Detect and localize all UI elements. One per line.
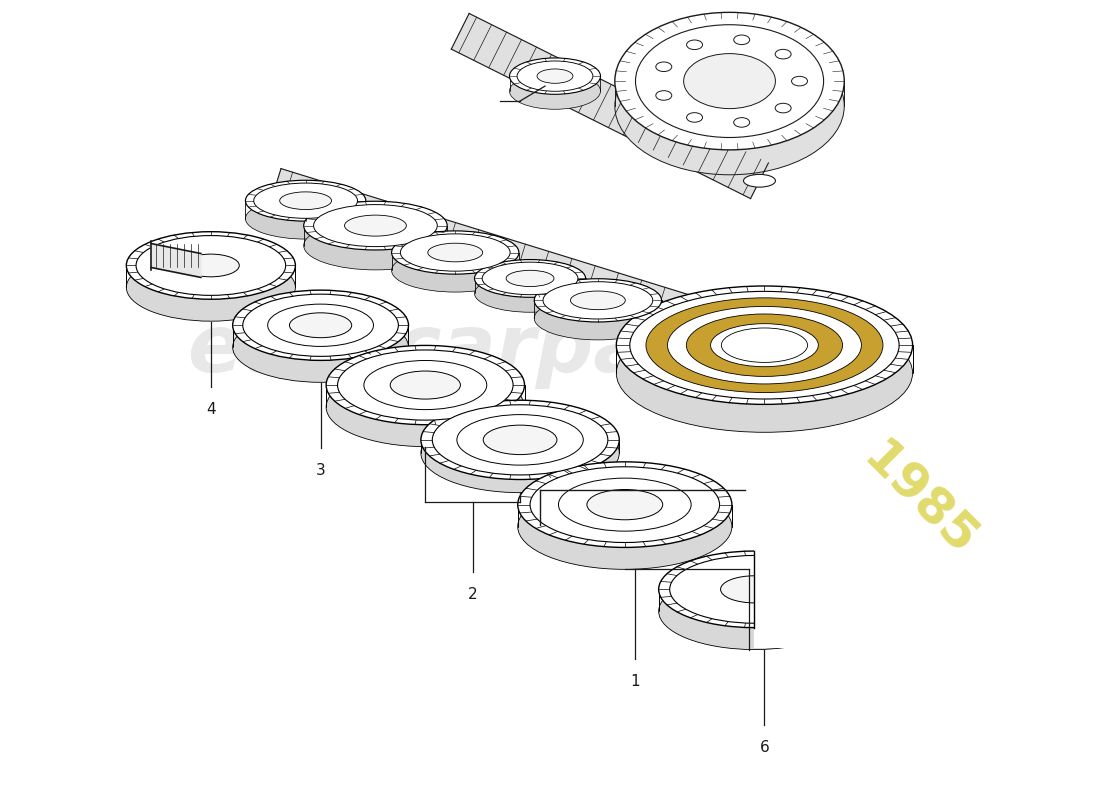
Ellipse shape xyxy=(686,40,703,50)
Polygon shape xyxy=(271,169,700,333)
Ellipse shape xyxy=(509,73,601,110)
Ellipse shape xyxy=(421,400,619,479)
Ellipse shape xyxy=(684,54,776,109)
Ellipse shape xyxy=(722,328,807,362)
Ellipse shape xyxy=(506,270,554,286)
Ellipse shape xyxy=(535,278,661,322)
Ellipse shape xyxy=(245,180,366,221)
Ellipse shape xyxy=(474,274,585,312)
Ellipse shape xyxy=(636,25,824,138)
Ellipse shape xyxy=(428,243,483,262)
Ellipse shape xyxy=(136,235,286,295)
Ellipse shape xyxy=(616,286,913,404)
Ellipse shape xyxy=(518,484,732,570)
Ellipse shape xyxy=(233,290,408,360)
Ellipse shape xyxy=(530,466,719,542)
Ellipse shape xyxy=(559,478,691,531)
Ellipse shape xyxy=(668,306,861,384)
Ellipse shape xyxy=(126,254,296,321)
Ellipse shape xyxy=(482,262,578,294)
Ellipse shape xyxy=(615,12,845,150)
Ellipse shape xyxy=(616,314,913,432)
Text: 1985: 1985 xyxy=(852,434,986,566)
Ellipse shape xyxy=(615,38,845,174)
Ellipse shape xyxy=(126,232,296,299)
Ellipse shape xyxy=(364,361,487,410)
Ellipse shape xyxy=(792,76,807,86)
Ellipse shape xyxy=(304,221,448,270)
Ellipse shape xyxy=(233,312,408,382)
Ellipse shape xyxy=(686,113,703,122)
Ellipse shape xyxy=(392,249,519,292)
Ellipse shape xyxy=(421,414,619,493)
Ellipse shape xyxy=(518,462,732,547)
Text: 2: 2 xyxy=(468,586,477,602)
Ellipse shape xyxy=(344,215,406,236)
Text: 5: 5 xyxy=(515,73,525,88)
Ellipse shape xyxy=(456,414,583,465)
Ellipse shape xyxy=(535,297,661,340)
Text: 1: 1 xyxy=(630,674,639,689)
Ellipse shape xyxy=(326,346,525,425)
Ellipse shape xyxy=(659,551,850,628)
Ellipse shape xyxy=(711,324,818,366)
Ellipse shape xyxy=(279,192,331,210)
Text: 4: 4 xyxy=(206,402,216,417)
Ellipse shape xyxy=(289,313,352,338)
Text: a passion for parts: a passion for parts xyxy=(416,418,624,482)
FancyBboxPatch shape xyxy=(755,531,870,647)
Ellipse shape xyxy=(646,298,883,393)
Ellipse shape xyxy=(720,576,789,603)
Ellipse shape xyxy=(304,202,448,250)
Ellipse shape xyxy=(517,61,593,91)
Text: 6: 6 xyxy=(760,740,769,755)
Ellipse shape xyxy=(587,490,662,520)
Ellipse shape xyxy=(243,294,398,356)
Ellipse shape xyxy=(267,304,374,346)
Ellipse shape xyxy=(474,259,585,298)
Ellipse shape xyxy=(245,198,366,239)
Ellipse shape xyxy=(483,425,557,454)
Ellipse shape xyxy=(254,183,358,218)
Text: 3: 3 xyxy=(316,463,326,478)
Ellipse shape xyxy=(314,205,438,246)
Text: eurocarparts: eurocarparts xyxy=(187,311,773,389)
Ellipse shape xyxy=(659,573,850,650)
Ellipse shape xyxy=(744,174,775,187)
Ellipse shape xyxy=(183,254,240,277)
Ellipse shape xyxy=(400,234,510,271)
Polygon shape xyxy=(451,14,769,198)
Ellipse shape xyxy=(670,555,839,623)
Ellipse shape xyxy=(656,62,672,71)
Ellipse shape xyxy=(392,231,519,274)
Ellipse shape xyxy=(390,371,461,399)
Ellipse shape xyxy=(543,282,652,319)
Ellipse shape xyxy=(776,103,791,113)
Ellipse shape xyxy=(686,314,843,377)
Ellipse shape xyxy=(734,35,750,45)
Ellipse shape xyxy=(537,69,573,83)
Ellipse shape xyxy=(432,405,608,475)
Ellipse shape xyxy=(326,367,525,446)
Ellipse shape xyxy=(656,90,672,100)
Ellipse shape xyxy=(338,350,513,420)
Ellipse shape xyxy=(571,291,625,310)
Ellipse shape xyxy=(776,50,791,59)
Ellipse shape xyxy=(630,291,899,399)
Polygon shape xyxy=(151,243,201,278)
Ellipse shape xyxy=(734,118,750,127)
Ellipse shape xyxy=(509,58,601,94)
